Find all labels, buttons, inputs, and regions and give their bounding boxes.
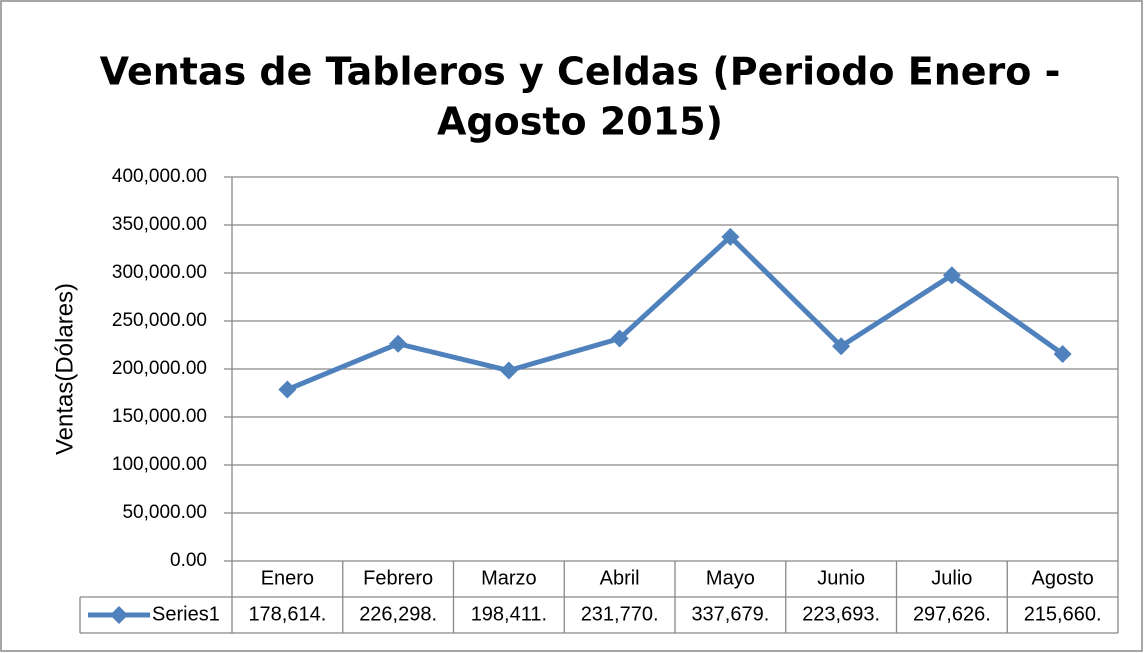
- data-table-value: 297,626.: [913, 603, 991, 625]
- y-tick-label: 100,000.00: [112, 454, 207, 475]
- marker: [389, 334, 408, 353]
- legend-marker: [110, 606, 128, 624]
- y-tick-label: 200,000.00: [112, 358, 207, 379]
- data-table-value: 337,679.: [691, 603, 769, 625]
- data-table-value: 178,614.: [248, 603, 326, 625]
- data-table-value: 231,770.: [581, 603, 659, 625]
- y-axis-label: Ventas(Dólares): [51, 283, 78, 455]
- x-tick-label: Julio: [931, 567, 972, 589]
- x-tick-label: Enero: [261, 567, 314, 589]
- chart-title: Agosto 2015): [437, 100, 723, 144]
- marker: [610, 329, 629, 348]
- y-tick-label: 50,000.00: [122, 502, 207, 523]
- x-tick-label: Mayo: [706, 567, 755, 589]
- data-table-value: 198,411.: [471, 603, 547, 625]
- marker: [942, 266, 961, 285]
- legend-label: Series1: [152, 603, 220, 625]
- y-tick-label: 300,000.00: [112, 262, 207, 283]
- marker: [1053, 344, 1072, 363]
- marker: [721, 227, 740, 246]
- marker: [832, 337, 851, 356]
- x-tick-label: Marzo: [481, 567, 537, 589]
- data-table-value: 215,660.: [1024, 603, 1102, 625]
- x-tick-label: Agosto: [1031, 567, 1093, 589]
- y-tick-label: 400,000.00: [112, 166, 207, 187]
- marker: [499, 361, 518, 380]
- x-tick-label: Abril: [600, 567, 640, 589]
- chart-title: Ventas de Tableros y Celdas (Periodo Ene…: [100, 50, 1061, 94]
- y-tick-label: 350,000.00: [112, 214, 207, 235]
- y-tick-label: 250,000.00: [112, 310, 207, 331]
- x-tick-label: Junio: [817, 567, 865, 589]
- marker: [278, 380, 297, 399]
- data-table-value: 223,693.: [802, 603, 880, 625]
- y-tick-label: 0.00: [170, 550, 207, 571]
- y-tick-label: 150,000.00: [112, 406, 207, 427]
- x-tick-label: Febrero: [363, 567, 433, 589]
- data-table-value: 226,298.: [359, 603, 437, 625]
- series-line: [286, 234, 1065, 392]
